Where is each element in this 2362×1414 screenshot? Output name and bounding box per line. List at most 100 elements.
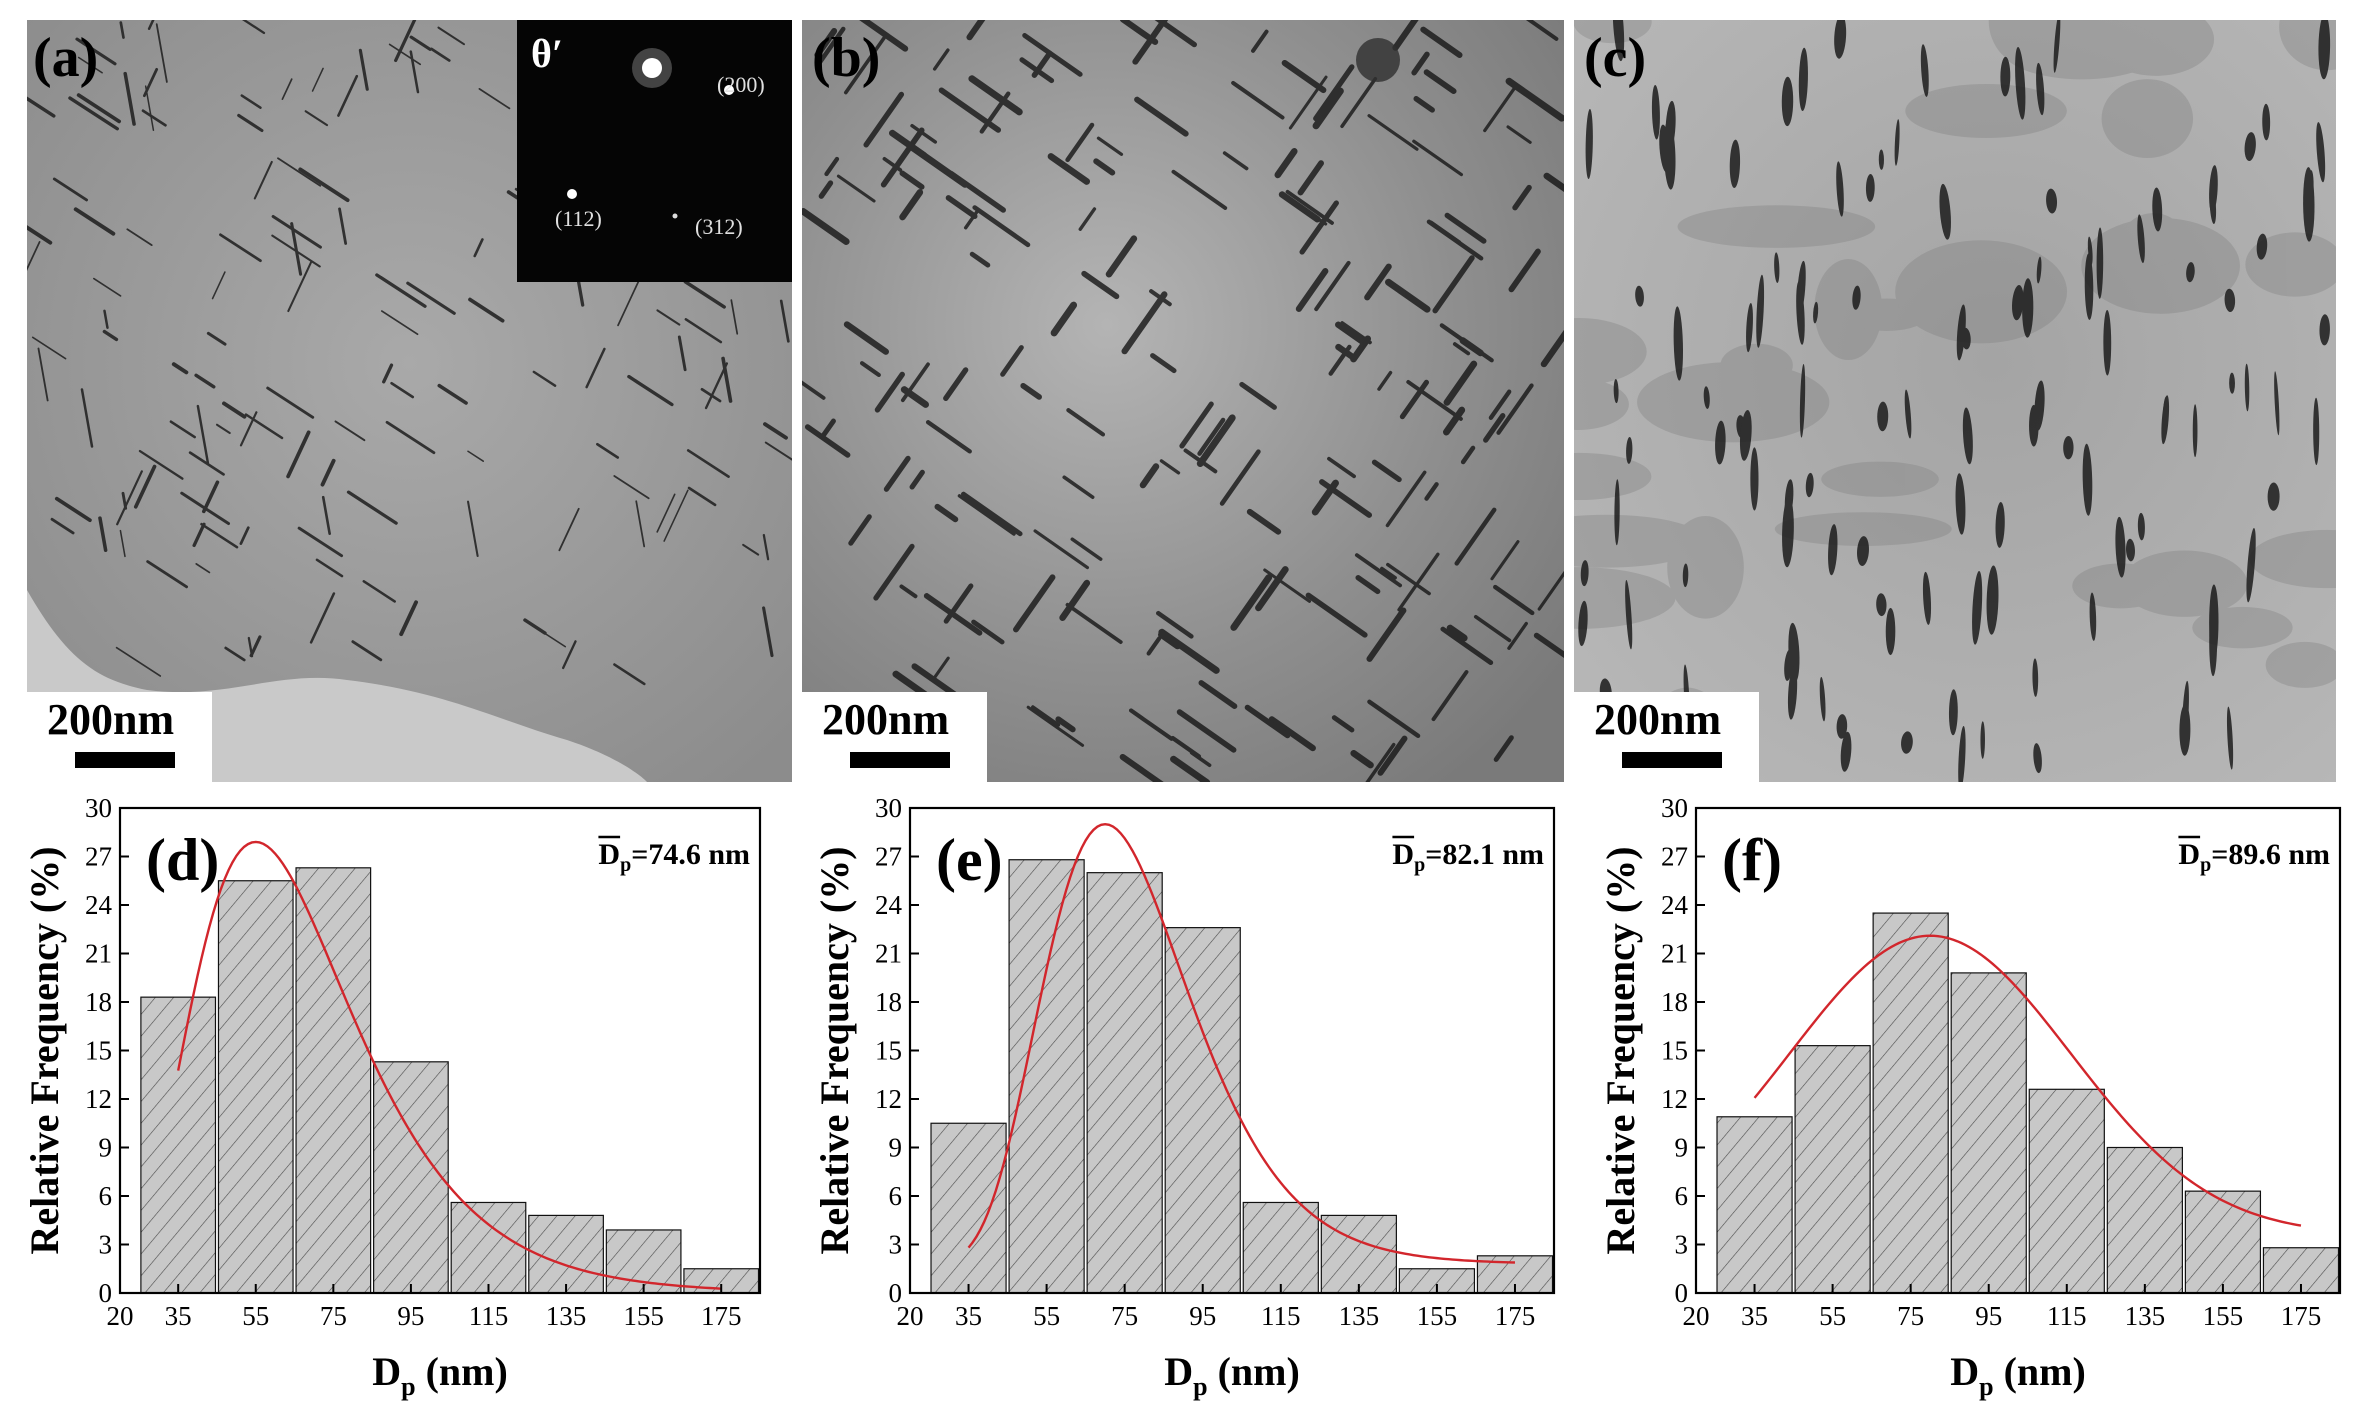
precipitate bbox=[966, 20, 986, 41]
precipitate bbox=[1385, 278, 1431, 313]
precipitate bbox=[1787, 666, 1798, 720]
precipitate bbox=[1239, 381, 1277, 410]
precipitate bbox=[2161, 395, 2170, 445]
precipitate bbox=[900, 386, 929, 408]
precipitate bbox=[1729, 139, 1741, 189]
precipitate bbox=[1154, 20, 1197, 48]
precipitate bbox=[859, 20, 909, 52]
precipitate bbox=[141, 109, 167, 127]
inset-spot-112: (112) bbox=[555, 206, 602, 231]
x-tick-label: 115 bbox=[469, 1301, 509, 1331]
precipitate bbox=[863, 91, 905, 148]
precipitate bbox=[2244, 363, 2250, 412]
precipitate bbox=[1986, 565, 1999, 635]
precipitate bbox=[1533, 632, 1564, 659]
precipitate bbox=[2032, 658, 2039, 697]
histogram-e: 0 3 6 9 12 15 18 21 24 27 30 20 35 55 75 95 115 135 155 175… bbox=[812, 793, 1556, 1401]
precipitate bbox=[1365, 742, 1396, 782]
y-tick-label: 9 bbox=[99, 1133, 113, 1163]
precipitate bbox=[1746, 302, 1753, 353]
precipitate bbox=[663, 489, 689, 542]
precipitate bbox=[1219, 449, 1261, 506]
precipitate bbox=[923, 593, 983, 636]
precipitate bbox=[1894, 119, 1900, 166]
histogram-bar bbox=[450, 1201, 527, 1294]
precipitate bbox=[239, 526, 250, 545]
precipitate bbox=[1119, 753, 1164, 782]
fit-curve bbox=[1753, 934, 2302, 1227]
precipitate bbox=[2011, 285, 2024, 321]
precipitate bbox=[2115, 516, 2126, 578]
y-tick-label: 24 bbox=[1661, 890, 1689, 920]
precipitate bbox=[802, 208, 850, 245]
precipitate bbox=[2209, 188, 2217, 225]
precipitate bbox=[1146, 636, 1162, 656]
precipitate bbox=[943, 367, 969, 402]
scale-bar-b bbox=[850, 752, 950, 768]
precipitate bbox=[281, 78, 293, 101]
precipitate bbox=[1972, 571, 1983, 645]
precipitate bbox=[1424, 482, 1439, 501]
y-tick-label: 0 bbox=[889, 1278, 903, 1308]
precipitate bbox=[1385, 470, 1427, 528]
precipitate bbox=[1446, 624, 1468, 642]
scale-bar-c bbox=[1622, 752, 1722, 768]
precipitate bbox=[932, 656, 950, 680]
precipitate bbox=[1836, 714, 1848, 739]
histogram-bar bbox=[2184, 1190, 2262, 1294]
precipitate bbox=[1399, 379, 1430, 420]
precipitate bbox=[138, 449, 184, 480]
precipitate bbox=[818, 180, 834, 199]
precipitate bbox=[934, 503, 959, 523]
precipitate bbox=[2274, 371, 2280, 436]
precipitate bbox=[116, 470, 143, 526]
precipitate bbox=[2226, 706, 2234, 770]
precipitate bbox=[76, 93, 121, 124]
precipitate bbox=[1327, 456, 1356, 479]
precipitate bbox=[1367, 114, 1419, 151]
precipitate bbox=[1268, 716, 1316, 752]
y-tick-label: 6 bbox=[1675, 1181, 1689, 1211]
x-tick-label: 20 bbox=[1683, 1301, 1710, 1331]
precipitate bbox=[399, 600, 418, 637]
precipitate bbox=[1440, 626, 1494, 666]
precipitate bbox=[1377, 735, 1408, 776]
precipitate bbox=[1788, 622, 1800, 682]
precipitate bbox=[1386, 562, 1431, 596]
precipitate bbox=[532, 370, 557, 387]
precipitate bbox=[155, 23, 168, 83]
precipitate bbox=[1715, 420, 1726, 465]
precipitate bbox=[2192, 404, 2198, 458]
precipitate bbox=[1799, 363, 1806, 438]
precipitate bbox=[1955, 473, 1966, 535]
precipitate bbox=[1066, 408, 1106, 437]
y-tick-label: 18 bbox=[1661, 987, 1688, 1017]
precipitate bbox=[968, 75, 1023, 116]
precipitate bbox=[1920, 44, 1929, 97]
histogram-bar bbox=[1794, 1045, 1871, 1294]
precipitate bbox=[1230, 574, 1273, 631]
precipitate bbox=[2303, 167, 2315, 242]
precipitate bbox=[1065, 122, 1095, 163]
precipitate bbox=[385, 420, 436, 455]
precipitate bbox=[200, 522, 239, 549]
precipitate bbox=[762, 533, 770, 561]
precipitate bbox=[1026, 705, 1085, 747]
precipitate bbox=[1312, 87, 1344, 130]
precipitate bbox=[1483, 86, 1517, 133]
precipitate bbox=[27, 96, 56, 118]
y-tick-label: 18 bbox=[85, 987, 112, 1017]
precipitate bbox=[1022, 32, 1083, 77]
mean-size-annotation: Dp=82.1 nm bbox=[1392, 838, 1544, 876]
precipitate bbox=[337, 74, 359, 117]
precipitate bbox=[73, 207, 116, 236]
precipitate bbox=[1078, 207, 1097, 231]
precipitate bbox=[704, 362, 729, 410]
precipitate bbox=[80, 388, 94, 448]
precipitate bbox=[1626, 436, 1633, 464]
precipitate bbox=[1121, 291, 1168, 355]
precipitate bbox=[247, 636, 254, 658]
precipitate bbox=[287, 260, 313, 313]
y-tick-label: 15 bbox=[875, 1036, 902, 1066]
precipitate bbox=[1139, 463, 1160, 489]
